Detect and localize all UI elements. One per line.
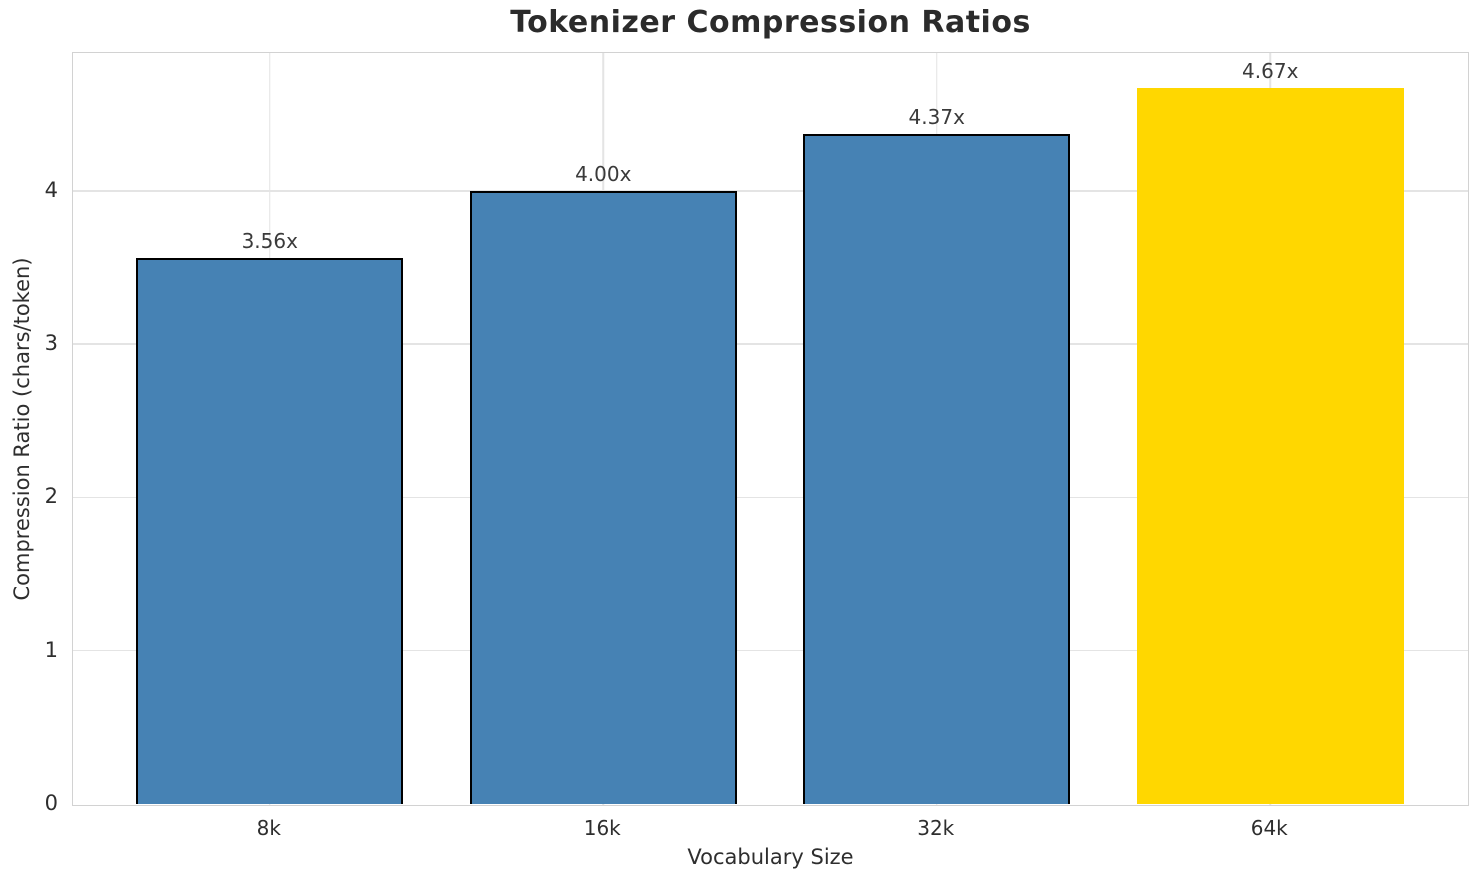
x-tick-label: 8k <box>256 816 281 840</box>
h-gridline <box>73 190 1468 192</box>
y-tick-label: 4 <box>44 177 58 202</box>
x-tick-label: 64k <box>1250 816 1288 840</box>
bar <box>1136 88 1404 804</box>
bar-value-label: 3.56x <box>241 229 298 254</box>
bar <box>803 134 1071 804</box>
y-tick-label: 3 <box>44 331 58 356</box>
bar <box>469 190 737 804</box>
bar-value-label: 4.37x <box>908 105 965 130</box>
y-tick-label: 0 <box>44 791 58 815</box>
x-tick-label: 32k <box>917 816 955 840</box>
x-axis-label: Vocabulary Size <box>687 845 854 869</box>
x-tick-label: 16k <box>583 816 621 840</box>
y-tick-label: 2 <box>44 484 58 509</box>
bar-value-label: 4.67x <box>1242 59 1299 84</box>
h-gridline <box>73 649 1468 652</box>
h-gridline <box>73 496 1468 499</box>
chart-title: Tokenizer Compression Ratios <box>510 5 1031 40</box>
bar <box>136 258 404 804</box>
bar-value-label: 4.00x <box>575 161 632 186</box>
h-gridline <box>73 343 1468 345</box>
plot-area: 3.56x 4.00x 4.37x 4.67x <box>72 52 1469 806</box>
y-axis-label: Compression Ratio (chars/token) <box>10 257 34 601</box>
y-tick-label: 1 <box>44 637 58 662</box>
